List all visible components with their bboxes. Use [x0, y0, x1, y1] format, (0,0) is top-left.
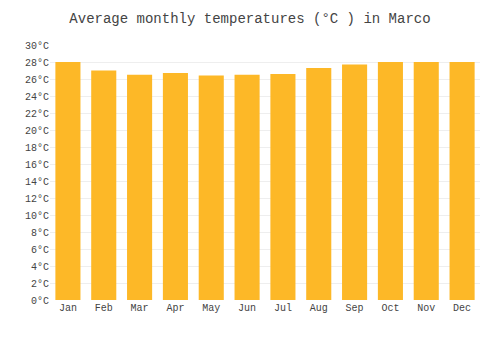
svg-text:4°C: 4°C: [31, 262, 49, 273]
svg-text:26°C: 26°C: [25, 75, 49, 86]
svg-text:Oct: Oct: [381, 303, 399, 314]
svg-text:Jan: Jan: [59, 303, 77, 314]
svg-text:10°C: 10°C: [25, 211, 49, 222]
svg-text:Average monthly temperatures (: Average monthly temperatures (°C ) in Ma…: [69, 11, 430, 27]
svg-text:28°C: 28°C: [25, 58, 49, 69]
svg-text:0°C: 0°C: [31, 296, 49, 307]
svg-text:2°C: 2°C: [31, 279, 49, 290]
svg-text:Apr: Apr: [166, 303, 184, 314]
svg-text:Aug: Aug: [310, 303, 328, 314]
svg-text:18°C: 18°C: [25, 143, 49, 154]
svg-text:14°C: 14°C: [25, 177, 49, 188]
svg-text:May: May: [202, 303, 220, 314]
svg-text:12°C: 12°C: [25, 194, 49, 205]
svg-text:Dec: Dec: [453, 303, 471, 314]
svg-text:Sep: Sep: [346, 303, 364, 314]
svg-text:Feb: Feb: [95, 303, 113, 314]
svg-text:Mar: Mar: [131, 303, 149, 314]
svg-text:20°C: 20°C: [25, 126, 49, 137]
svg-text:Jul: Jul: [274, 303, 292, 314]
svg-text:24°C: 24°C: [25, 92, 49, 103]
svg-text:Nov: Nov: [417, 303, 435, 314]
svg-text:Jun: Jun: [238, 303, 256, 314]
svg-text:22°C: 22°C: [25, 109, 49, 120]
svg-text:6°C: 6°C: [31, 245, 49, 256]
svg-text:30°C: 30°C: [25, 41, 49, 52]
svg-text:8°C: 8°C: [31, 228, 49, 239]
svg-text:16°C: 16°C: [25, 160, 49, 171]
